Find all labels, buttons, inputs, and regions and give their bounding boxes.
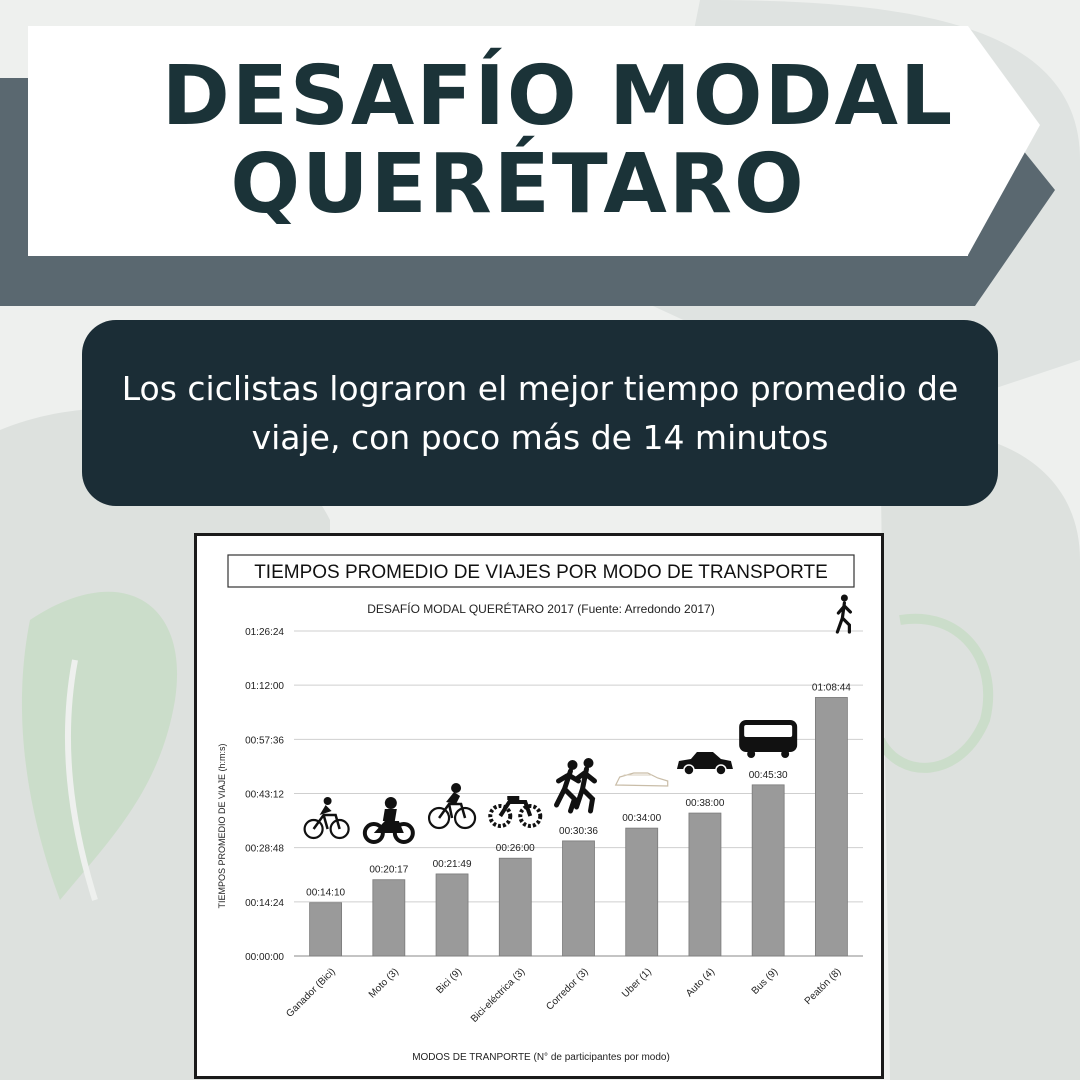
y-tick-label: 00:28:48 [245, 844, 284, 855]
car-icon [676, 752, 733, 776]
mode-icons [303, 594, 852, 844]
bar [814, 697, 848, 957]
x-tick-label: Bus (9) [750, 966, 781, 997]
chart-subtitle: DESAFÍO MODAL QUERÉTARO 2017 (Fuente: Ar… [367, 601, 714, 616]
data-label: 00:45:30 [749, 770, 788, 781]
uber-car-icon [614, 772, 669, 787]
x-axis-label: MODOS DE TRANPORTE (N° de participantes … [412, 1052, 670, 1063]
y-axis-ticks: 00:00:00 00:14:24 00:28:48 00:43:12 00:57:36… [245, 627, 284, 963]
pedestrian-icon [835, 594, 852, 634]
bar [625, 827, 659, 957]
data-label: 00:34:00 [622, 813, 661, 824]
x-tick-label: Corredor (3) [544, 966, 590, 1012]
y-tick-label: 00:57:36 [245, 735, 284, 746]
data-labels: 00:14:10 00:20:17 00:21:49 00:26:00 00:30:36… [306, 682, 851, 898]
y-axis-label: TIEMPOS PROMEDIO DE VIAJE (h:m:s) [217, 743, 227, 908]
x-tick-label: Peatón (8) [803, 966, 844, 1007]
x-tick-label: Moto (3) [367, 966, 401, 1000]
data-label: 00:14:10 [306, 888, 345, 899]
bar [498, 857, 532, 957]
title-line-1: DESAFÍO MODAL [161, 49, 955, 144]
ebike-icon [488, 796, 543, 828]
motorcycle-icon [362, 797, 415, 844]
bars [309, 697, 848, 957]
x-tick-label: Auto (4) [684, 966, 717, 999]
data-label: 00:30:36 [559, 826, 598, 837]
y-tick-label: 01:12:00 [245, 681, 284, 692]
chart-card: TIEMPOS PROMEDIO DE VIAJES POR MODO DE T… [194, 533, 884, 1079]
cyclist-icon [303, 797, 350, 840]
x-tick-label: Bici-eléctrica (3) [469, 966, 527, 1024]
chart-title: TIEMPOS PROMEDIO DE VIAJES POR MODO DE T… [254, 562, 828, 583]
title-line-2: QUERÉTARO [230, 137, 806, 232]
bar [562, 840, 595, 957]
bar [688, 812, 722, 957]
callout-box: Los ciclistas lograron el mejor tiempo p… [82, 320, 998, 506]
y-tick-label: 01:26:24 [245, 627, 284, 638]
y-tick-label: 00:00:00 [245, 952, 284, 963]
x-axis-ticks: Ganador (Bici) Moto (3) Bici (9) Bici-eléct… [284, 966, 843, 1024]
y-tick-label: 00:14:24 [245, 898, 284, 909]
bar-chart: TIEMPOS PROMEDIO DE VIAJES POR MODO DE T… [217, 554, 863, 1063]
bar [751, 784, 785, 957]
bar [309, 902, 343, 957]
runners-icon [554, 758, 597, 814]
data-label: 00:38:00 [685, 798, 724, 809]
x-tick-label: Bici (9) [434, 966, 464, 996]
title-banner: DESAFÍO MODAL QUERÉTARO [28, 26, 968, 256]
bus-icon [739, 720, 798, 758]
x-tick-label: Ganador (Bici) [284, 966, 337, 1019]
bar [435, 873, 469, 957]
y-tick-label: 00:43:12 [245, 790, 284, 801]
data-label: 00:26:00 [496, 843, 535, 854]
callout-text: Los ciclistas lograron el mejor tiempo p… [121, 368, 959, 458]
chart-title-box: TIEMPOS PROMEDIO DE VIAJES POR MODO DE T… [227, 554, 855, 588]
x-tick-label: Uber (1) [620, 966, 654, 1000]
data-label: 00:20:17 [369, 865, 408, 876]
bicycle-icon [427, 783, 477, 830]
data-label: 00:21:49 [433, 859, 472, 870]
data-label: 01:08:44 [812, 682, 851, 693]
bar [372, 879, 406, 957]
